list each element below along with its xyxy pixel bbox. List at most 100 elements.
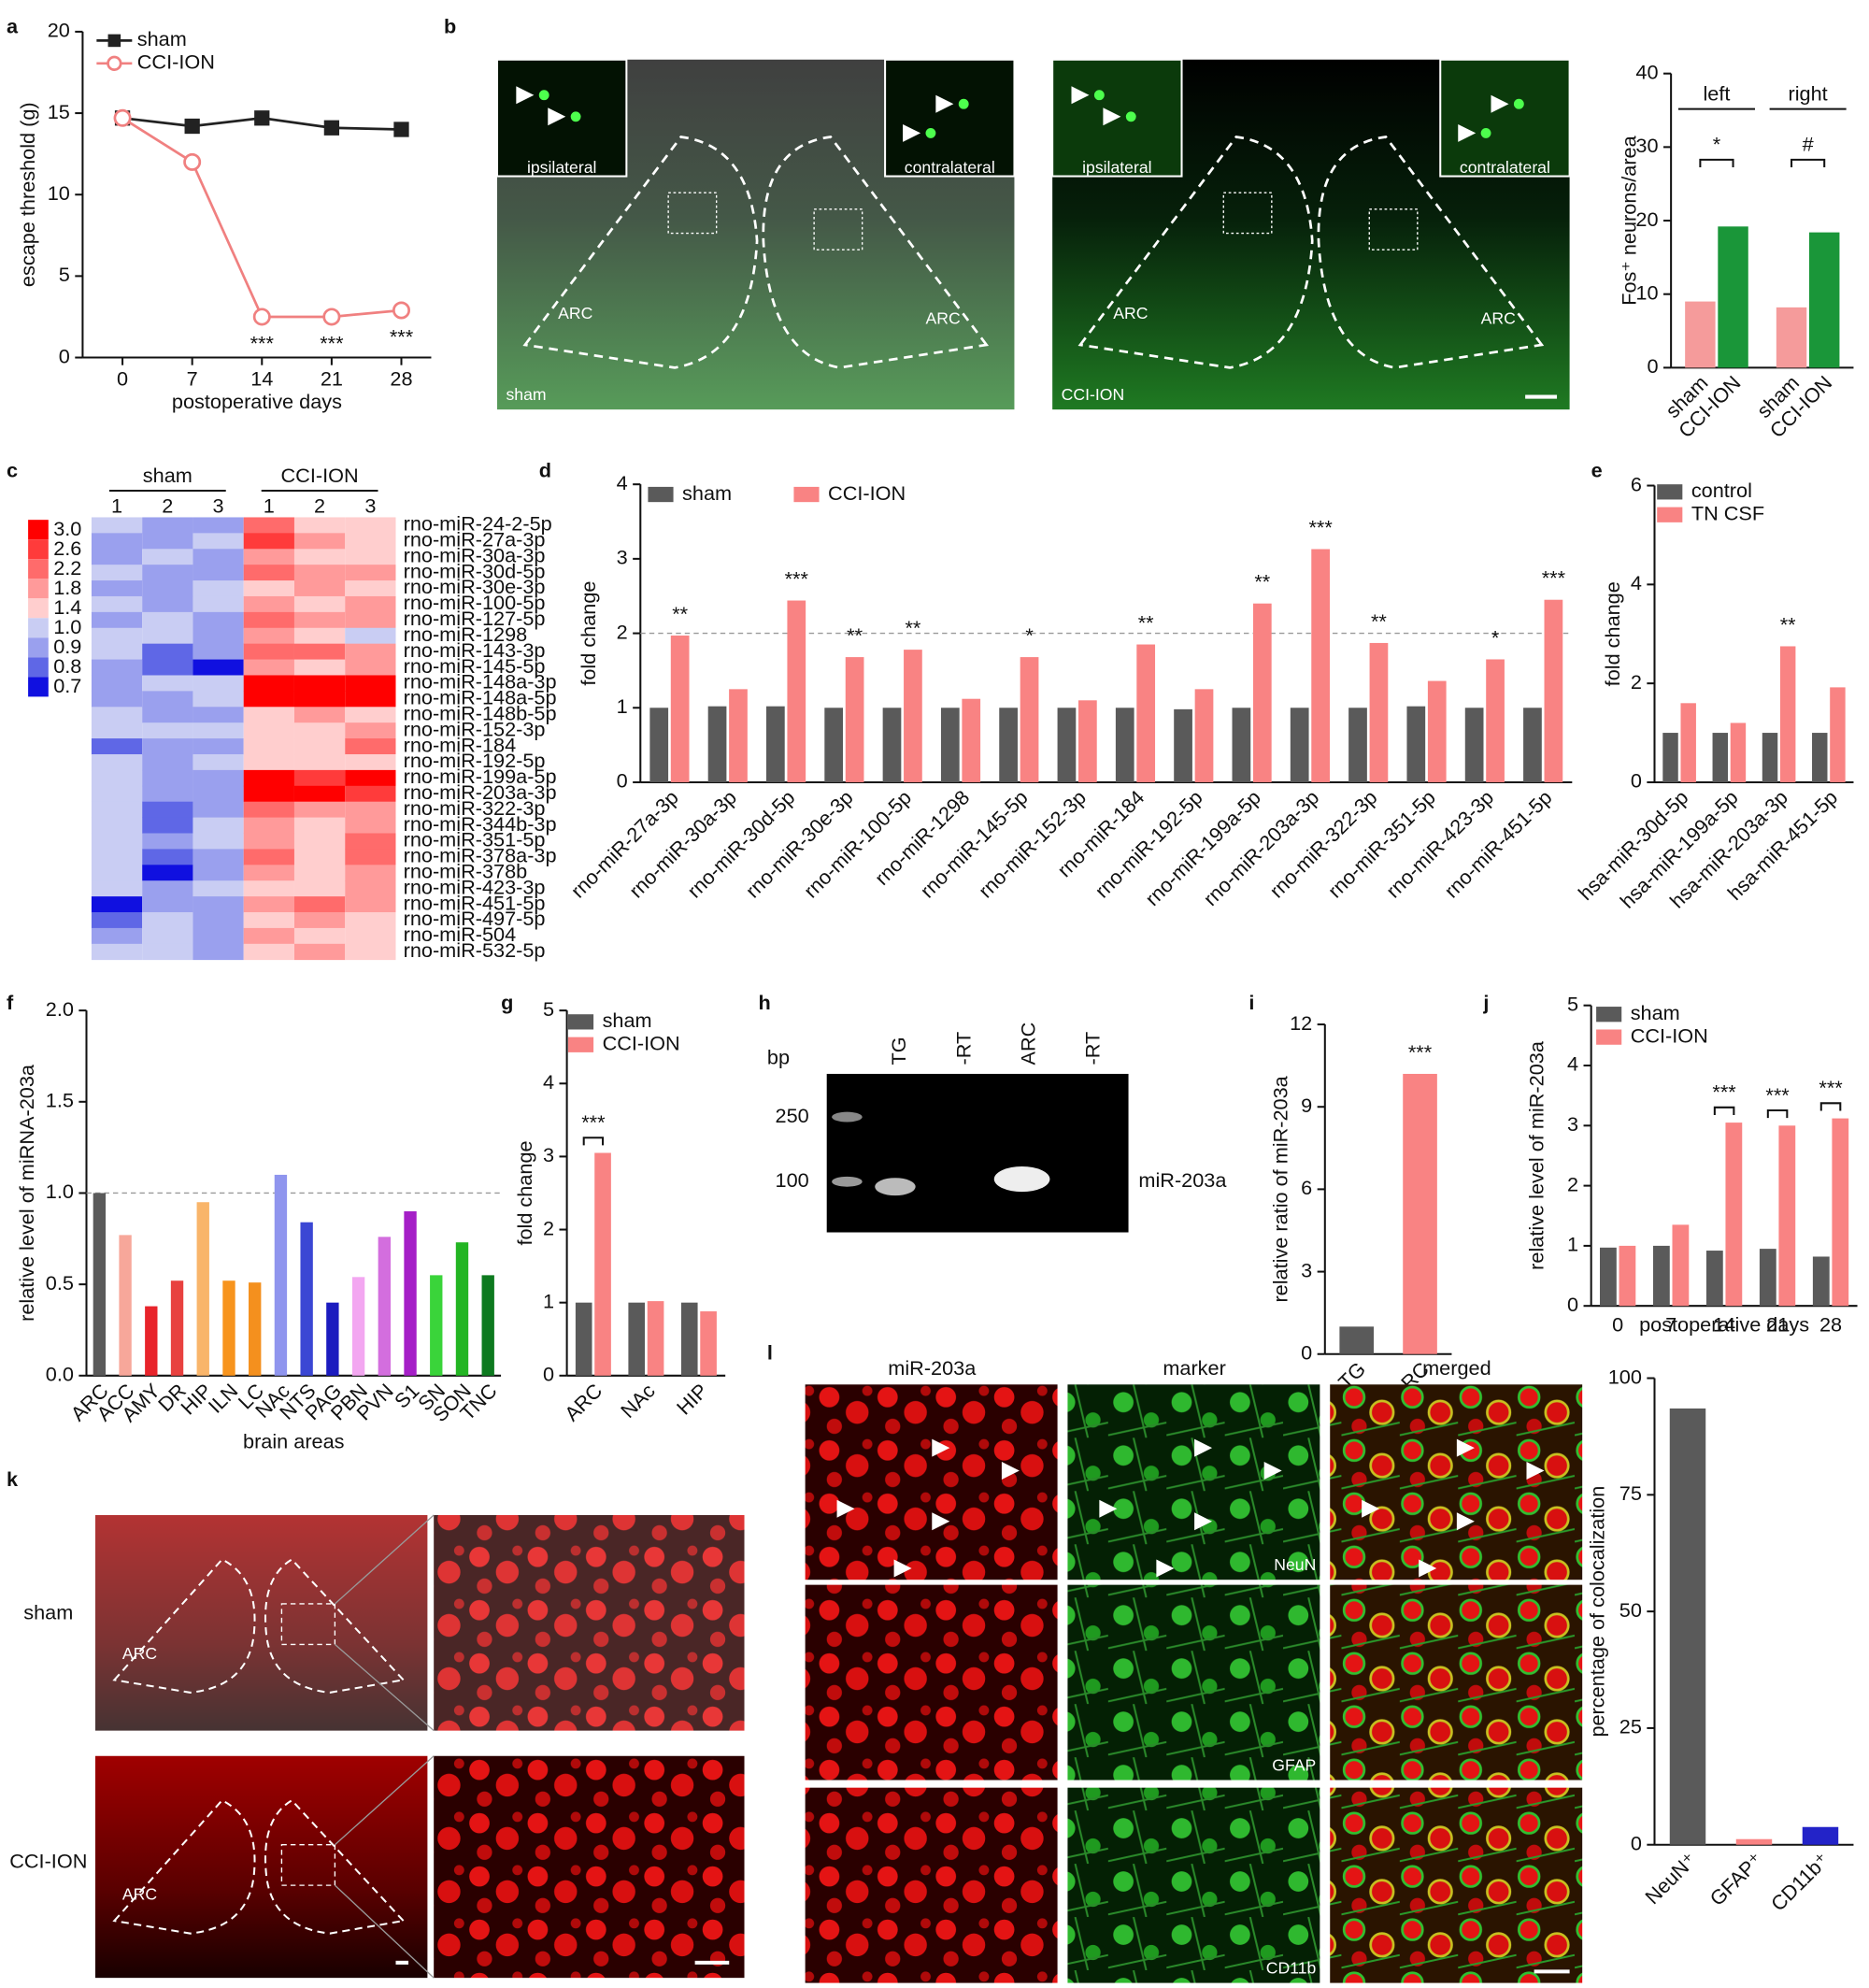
micrograph xyxy=(1330,1384,1583,1580)
micrograph-zoom xyxy=(434,1515,745,1731)
heat-cell xyxy=(345,849,396,865)
x-tick-label: NAc xyxy=(616,1379,660,1423)
y-tick-label: 100 xyxy=(1608,1365,1642,1388)
heat-cell xyxy=(193,753,244,771)
arrowhead xyxy=(836,1499,855,1518)
colorbar-swatch xyxy=(28,579,49,599)
heat-cell xyxy=(293,549,346,565)
bar xyxy=(904,650,922,782)
roi xyxy=(1368,208,1419,250)
heat-cell xyxy=(293,643,346,660)
annotation: *** xyxy=(1308,516,1333,539)
y-tick-label: 0 xyxy=(1301,1340,1312,1364)
y-tick-label: 4 xyxy=(1631,571,1642,594)
heat-cell xyxy=(91,785,143,803)
heat-cell xyxy=(345,912,396,929)
heat-cell xyxy=(91,565,143,581)
heat-cell xyxy=(345,738,396,755)
heat-cell xyxy=(142,865,193,881)
panel-letter: c xyxy=(7,458,18,481)
x-tick-label: 28 xyxy=(390,367,412,391)
heat-cell xyxy=(193,707,244,723)
heat-cell xyxy=(243,691,294,708)
arrowhead xyxy=(1071,86,1090,105)
y-tick-label: 4 xyxy=(1567,1052,1578,1076)
bar xyxy=(999,708,1018,782)
bar xyxy=(1194,689,1214,782)
heat-cell xyxy=(345,643,396,660)
heat-cell xyxy=(345,659,396,676)
heat-cell xyxy=(293,580,346,597)
colorbar-label: 0.9 xyxy=(53,635,81,658)
heat-cell xyxy=(293,927,346,945)
arrowhead xyxy=(1458,123,1477,142)
lane-label: -RT xyxy=(951,1032,975,1066)
region-label: ARC xyxy=(122,1644,157,1663)
heat-cell xyxy=(293,707,346,723)
heat-cell xyxy=(193,865,244,881)
column-group-label: sham xyxy=(143,464,193,487)
heat-cell xyxy=(293,943,346,961)
x-tick-label: 21 xyxy=(1766,1313,1789,1337)
heat-cell xyxy=(142,722,193,739)
bar xyxy=(940,708,960,782)
ladder-label: 250 xyxy=(776,1104,809,1127)
heat-cell xyxy=(293,785,346,803)
heat-cell xyxy=(193,833,244,850)
bar xyxy=(455,1242,469,1376)
colorbar-swatch xyxy=(28,539,49,560)
legend-label: CCI-ION xyxy=(603,1031,680,1054)
bar xyxy=(404,1211,417,1376)
bar xyxy=(1078,700,1097,782)
heat-cell xyxy=(243,580,294,597)
bar xyxy=(378,1237,392,1376)
x-axis-label: postoperative days xyxy=(172,390,342,413)
heat-cell xyxy=(142,912,193,929)
heat-cell xyxy=(243,611,294,629)
colorbar-swatch xyxy=(28,559,49,579)
heat-cell xyxy=(91,912,143,929)
heat-cell xyxy=(142,580,193,597)
row-label: rno-miR-148a-3p xyxy=(404,670,557,694)
heat-cell xyxy=(193,643,244,660)
bar xyxy=(649,708,669,782)
heat-cell xyxy=(91,769,143,787)
point xyxy=(322,307,341,326)
heat-cell xyxy=(193,896,244,913)
row-label: rno-miR-30e-3p xyxy=(404,575,546,598)
inset-label: contralateral xyxy=(905,158,995,177)
x-tick-label: 7 xyxy=(187,367,198,391)
heat-cell xyxy=(293,565,346,581)
row-label: rno-miR-30a-3p xyxy=(404,543,546,566)
lane-label: ARC xyxy=(1016,1023,1039,1066)
bar xyxy=(1776,307,1807,368)
heat-cell xyxy=(345,549,396,565)
heat-cell xyxy=(243,817,294,834)
heat-cell xyxy=(293,611,346,629)
gel-unit: bp xyxy=(767,1045,790,1068)
row-label: rno-miR-152-3p xyxy=(404,717,546,740)
heat-cell xyxy=(142,517,193,534)
annotation: *** xyxy=(320,332,344,355)
micrograph xyxy=(805,1584,1058,1781)
bar xyxy=(1486,659,1505,782)
heat-cell xyxy=(91,675,143,692)
heat-cell xyxy=(91,595,143,613)
arrowhead xyxy=(1001,1462,1020,1480)
arrowhead xyxy=(893,1559,912,1578)
y-axis-label: relative level of miR-203a xyxy=(1524,1040,1548,1270)
annotation: ** xyxy=(1254,570,1270,594)
bar xyxy=(647,1301,664,1376)
y-tick-label: 1 xyxy=(543,1289,554,1312)
heat-cell xyxy=(193,533,244,550)
column-label: marker xyxy=(1163,1356,1225,1380)
legend-label: sham xyxy=(682,481,732,505)
row-label: rno-miR-27a-3p xyxy=(404,528,546,551)
y-tick-label: 6 xyxy=(1631,472,1642,495)
cell xyxy=(1513,98,1524,109)
heat-cell xyxy=(293,533,346,550)
annotation: *** xyxy=(1765,1083,1790,1107)
bar xyxy=(1672,1224,1690,1307)
bar xyxy=(1735,1838,1773,1845)
